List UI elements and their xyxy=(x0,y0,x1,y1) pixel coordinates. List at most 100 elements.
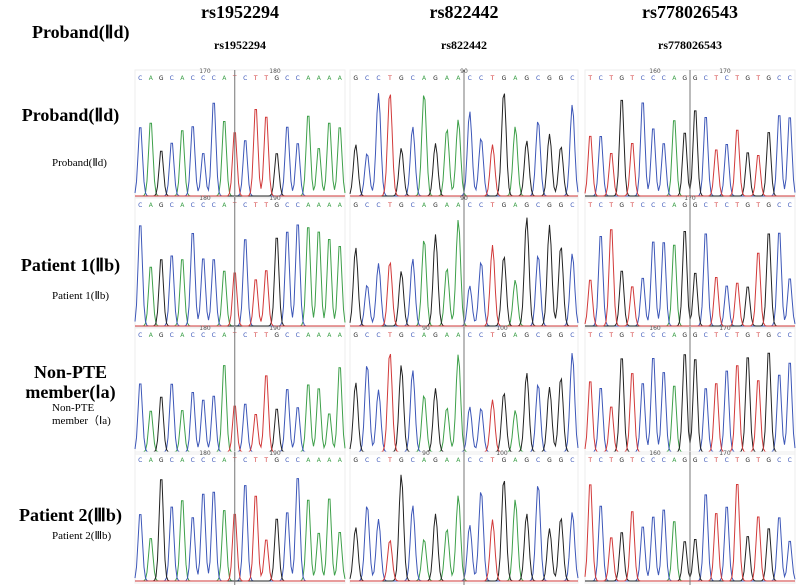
base-letter: C xyxy=(296,202,300,209)
base-letter: C xyxy=(468,457,472,464)
base-letter: C xyxy=(138,332,142,339)
base-letter: C xyxy=(662,457,666,464)
base-letter: A xyxy=(672,457,677,464)
base-letter: T xyxy=(263,202,268,209)
panel-frame xyxy=(134,196,346,329)
base-letter: A xyxy=(180,457,185,464)
trace xyxy=(134,383,345,453)
base-letter: C xyxy=(662,332,666,339)
base-letter: G xyxy=(745,75,750,82)
row-label: Proband(Ⅱd) xyxy=(21,105,120,125)
base-letter: T xyxy=(713,457,718,464)
base-letter: C xyxy=(599,202,603,209)
base-letter: C xyxy=(570,75,574,82)
column-title: rs778026543 xyxy=(642,2,738,22)
base-letter: C xyxy=(468,202,472,209)
base-letter: T xyxy=(387,202,392,209)
base-letter: A xyxy=(222,457,227,464)
base-letter: C xyxy=(479,202,483,209)
base-letter: G xyxy=(682,202,687,209)
base-letter: C xyxy=(662,202,666,209)
base-letter: A xyxy=(306,457,311,464)
base-letter: T xyxy=(587,75,592,82)
base-letter: T xyxy=(387,457,392,464)
base-letter: A xyxy=(513,75,518,82)
base-letter: C xyxy=(296,332,300,339)
base-letter: G xyxy=(547,75,552,82)
base-letter: A xyxy=(338,202,343,209)
base-letter: A xyxy=(327,75,332,82)
base-letter: G xyxy=(693,332,698,339)
base-letter: C xyxy=(201,332,205,339)
base-letter: C xyxy=(243,332,247,339)
base-letter: C xyxy=(704,75,708,82)
base-letter: T xyxy=(629,457,634,464)
base-letter: T xyxy=(387,75,392,82)
base-letter: A xyxy=(180,75,185,82)
base-letter: G xyxy=(619,75,624,82)
base-letter: A xyxy=(149,75,154,82)
base-letter: C xyxy=(365,332,369,339)
base-letter: G xyxy=(682,332,687,339)
base-letter: C xyxy=(479,457,483,464)
row-label: Patient 2(Ⅲb) xyxy=(19,505,122,525)
base-letter: C xyxy=(191,202,195,209)
position-number: 170 xyxy=(719,450,731,457)
row-label: Patient 1(Ⅱb) xyxy=(20,255,121,275)
base-letter: G xyxy=(693,75,698,82)
base-letter: T xyxy=(387,332,392,339)
base-letter: A xyxy=(306,202,311,209)
base-letter: C xyxy=(212,202,216,209)
base-letter: T xyxy=(734,75,739,82)
base-letter: G xyxy=(502,202,507,209)
base-letter: G xyxy=(159,75,164,82)
row-sublabel: Non-PTE member（Ⅰa) xyxy=(52,402,111,427)
base-letter: G xyxy=(766,457,771,464)
position-number: 170 xyxy=(719,325,731,332)
column-subtitle: rs1952294 xyxy=(214,38,266,52)
base-letter: A xyxy=(317,332,322,339)
base-letter: A xyxy=(149,332,154,339)
base-letter: C xyxy=(212,332,216,339)
base-letter: G xyxy=(274,332,279,339)
base-letter: G xyxy=(502,75,507,82)
base-letter: G xyxy=(547,457,552,464)
base-letter: A xyxy=(317,202,322,209)
base-letter: A xyxy=(422,332,427,339)
trace xyxy=(135,115,346,197)
column-title: rs1952294 xyxy=(201,2,279,22)
base-letter: C xyxy=(138,457,142,464)
base-letter: T xyxy=(587,457,592,464)
base-letter: C xyxy=(570,457,574,464)
base-letter: G xyxy=(559,75,564,82)
panel-frame xyxy=(134,326,346,455)
base-letter: C xyxy=(599,75,603,82)
trace xyxy=(134,478,345,582)
base-letter: T xyxy=(734,202,739,209)
column-subtitle: rs778026543 xyxy=(658,38,722,52)
base-letter: C xyxy=(170,202,174,209)
base-letter: T xyxy=(253,457,258,464)
base-letter: C xyxy=(376,457,380,464)
trace xyxy=(135,495,345,582)
base-letter: G xyxy=(547,202,552,209)
base-letter: C xyxy=(479,332,483,339)
base-letter: C xyxy=(536,457,540,464)
base-letter: C xyxy=(641,332,645,339)
base-letter: G xyxy=(399,75,404,82)
panel-frame xyxy=(134,69,346,199)
base-letter: C xyxy=(365,457,369,464)
base-letter: G xyxy=(524,457,529,464)
base-letter: C xyxy=(212,457,216,464)
base-letter: G xyxy=(159,202,164,209)
base-letter: C xyxy=(536,202,540,209)
base-letter: T xyxy=(755,75,760,82)
base-letter: A xyxy=(338,457,343,464)
base-letter: C xyxy=(365,202,369,209)
base-letter: G xyxy=(502,457,507,464)
base-letter: C xyxy=(365,75,369,82)
base-letter: T xyxy=(734,332,739,339)
base-letter: T xyxy=(263,75,268,82)
base-letter: G xyxy=(619,332,624,339)
base-letter: C xyxy=(651,202,655,209)
